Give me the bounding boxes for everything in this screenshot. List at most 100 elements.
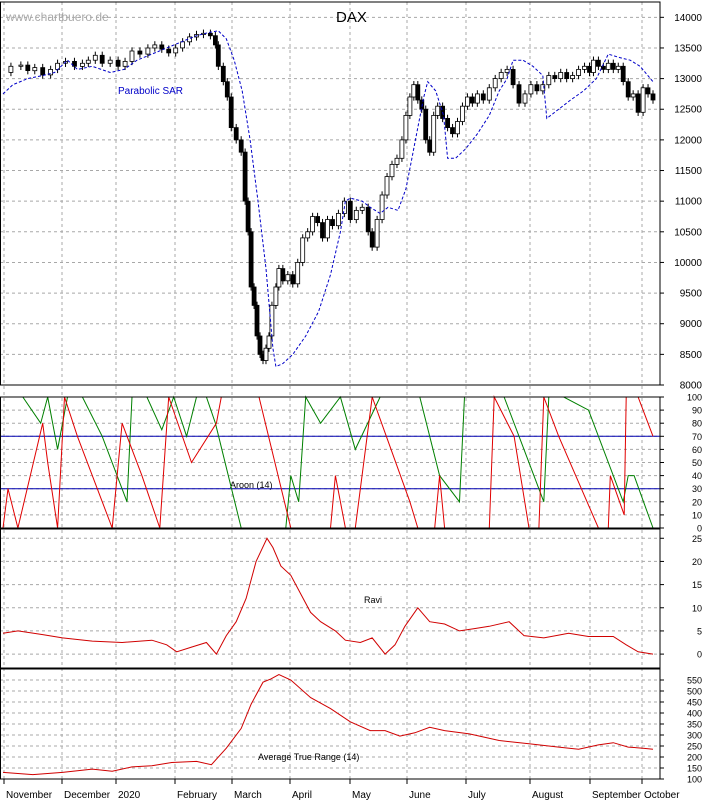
price-bar-body [411, 84, 417, 98]
price-bar-body [450, 127, 455, 135]
price-bar-body [145, 47, 151, 55]
x-axis: November December 2020 February March April Ma… [3, 779, 680, 801]
price-bar-body [605, 62, 611, 70]
price-bar-body [115, 59, 121, 67]
price-bar-body [546, 75, 552, 86]
price-bar-body [85, 59, 91, 64]
price-bar-body [159, 44, 165, 50]
y-tick-label: 10 [692, 603, 702, 613]
price-bar-body [379, 194, 385, 220]
price-bar-body [55, 62, 60, 70]
price-bar-body [300, 237, 306, 263]
price-bar-body [310, 216, 316, 233]
price-bar-body [122, 61, 128, 67]
x-tick-label: June [409, 790, 431, 801]
panel-frames [0, 1, 661, 780]
price-bar-body [540, 84, 546, 92]
price-bar-body [407, 96, 413, 116]
price-bar-body [280, 268, 286, 282]
y-tick-label: 80 [692, 419, 702, 429]
price-bar-body [415, 84, 421, 101]
atr-label: Average True Range (14) [258, 752, 359, 762]
price-bar-body [504, 69, 510, 73]
price-bar-body [596, 59, 601, 67]
price-bar-body [353, 209, 359, 220]
price-bar-body [25, 64, 31, 71]
y-tick-label: 13500 [674, 44, 702, 55]
y-tick-label: 30 [692, 484, 702, 494]
x-tick-label: 2020 [118, 790, 141, 801]
x-tick-label: February [177, 790, 217, 801]
price-bar-body [245, 200, 251, 233]
price-bar-body [630, 93, 636, 98]
price-bar-body [48, 69, 53, 76]
y-tick-label: 60 [692, 445, 702, 455]
price-bar-body [431, 115, 437, 153]
price-bar-body [320, 222, 325, 239]
price-bar-body [582, 65, 587, 70]
y-tick-label: 5 [697, 626, 702, 636]
y-tick-label: 9000 [680, 319, 703, 330]
price-bar-body [564, 72, 570, 79]
price-bar-body [552, 75, 558, 79]
price-bar-body [640, 87, 646, 113]
price-bar-body [469, 96, 475, 104]
chart-grid [0, 2, 660, 780]
price-bar-body [480, 93, 486, 101]
price-bar-body [266, 335, 272, 349]
price-bar-body [254, 304, 260, 337]
aroon-label: Aroon (14) [230, 480, 273, 490]
price-bar-body [474, 93, 480, 104]
price-bar-body [166, 48, 172, 54]
price-bar-body [180, 41, 186, 49]
price-bar-body [285, 274, 291, 282]
price-bar-body [510, 69, 516, 86]
price-bar-body [445, 118, 451, 129]
price-bar-body [635, 93, 641, 113]
price-bar-body [591, 59, 596, 73]
price-bar-body [325, 219, 330, 239]
panel-frame [0, 528, 661, 669]
y-tick-label: 100 [687, 775, 702, 785]
y-tick-label: 0 [697, 650, 702, 660]
price-bar-body [620, 65, 626, 83]
price-bar-body [610, 62, 616, 70]
x-tick-label: May [352, 790, 371, 801]
x-tick-label: July [468, 790, 486, 801]
parabolic-sar-line [2, 30, 654, 368]
price-bar-body [389, 163, 395, 178]
price-bar-body [615, 65, 621, 70]
y-tick-label: 200 [687, 753, 702, 763]
price-bar-body [625, 81, 631, 98]
y-tick-label: 10500 [674, 227, 702, 238]
y-tick-label: 550 [687, 676, 702, 686]
price-bar-body [423, 108, 429, 141]
price-bar-body [601, 65, 606, 70]
price-bar-body [80, 62, 85, 67]
y-tick-label: 0 [697, 524, 702, 534]
price-bar-body [248, 231, 254, 288]
y-tick-label: 25 [692, 534, 702, 544]
x-tick-label: October [644, 790, 680, 801]
price-bar-body [347, 200, 353, 220]
price-bar-body [464, 96, 470, 107]
price-bar-body [152, 44, 158, 49]
x-tick-label: April [292, 790, 312, 801]
price-bar-body [224, 81, 230, 98]
price-bar-body [72, 61, 77, 67]
price-bar-body [498, 72, 504, 79]
y-tick-label: 40 [692, 471, 702, 481]
chart-title: DAX [336, 9, 367, 26]
watermark: www.chartbuero.de [5, 10, 109, 24]
x-tick-label: August [532, 790, 563, 801]
y-tick-label: 150 [687, 764, 702, 774]
y-tick-label: 70 [692, 432, 702, 442]
y-tick-label: 13000 [674, 74, 702, 85]
y-tick-label: 10 [692, 510, 702, 520]
price-bar-body [207, 32, 213, 37]
y-tick-label: 50 [692, 458, 702, 468]
y-tick-label: 11000 [675, 197, 703, 208]
price-bar-body [238, 139, 244, 153]
y-tick-label: 20 [692, 557, 702, 567]
